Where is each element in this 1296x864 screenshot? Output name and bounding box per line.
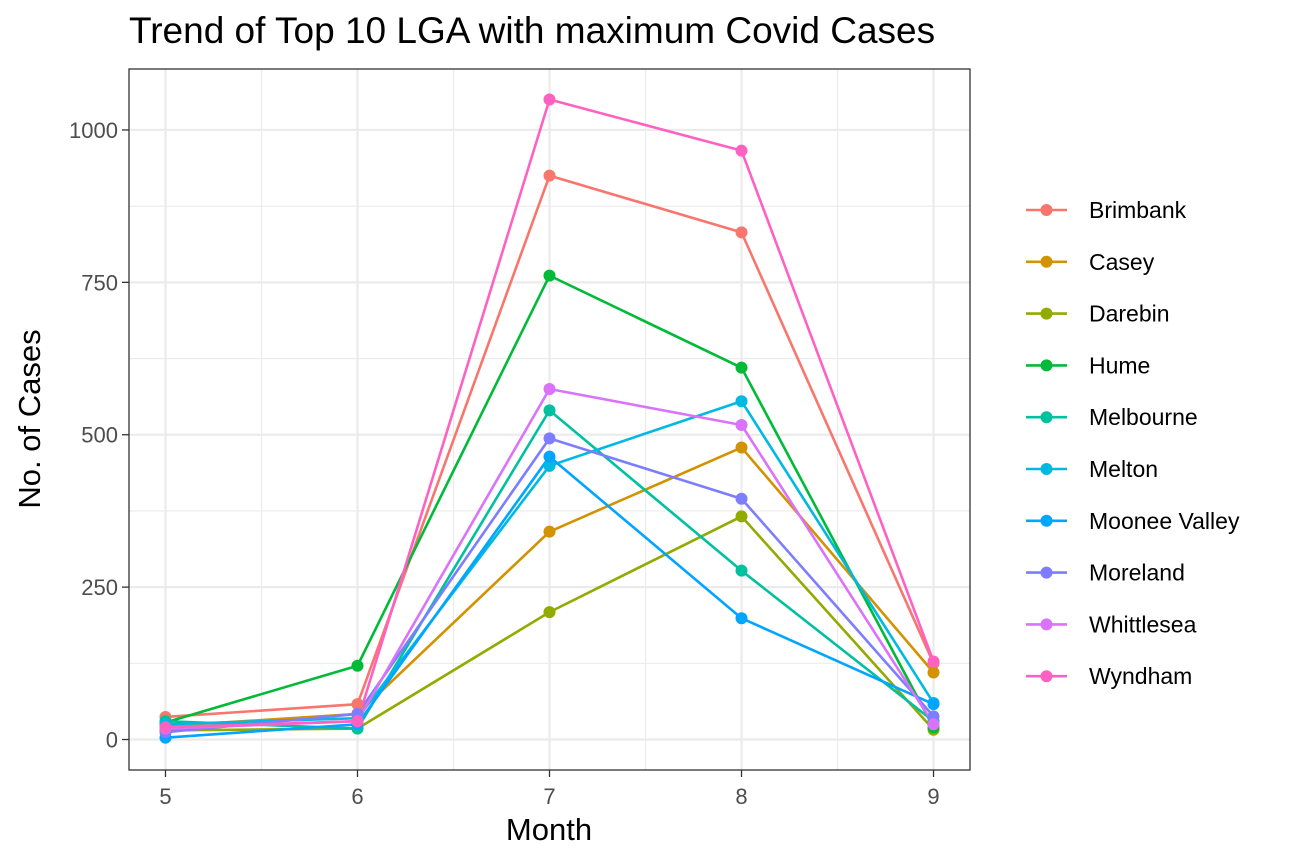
- data-point-hume: [735, 361, 748, 374]
- data-point-wyndham: [351, 715, 364, 728]
- data-point-melbourne: [735, 564, 748, 577]
- x-tick-label: 8: [735, 784, 747, 809]
- y-tick-label: 0: [106, 728, 118, 753]
- data-point-moonee-valley: [735, 612, 748, 625]
- data-point-casey: [543, 525, 556, 538]
- data-point-moonee-valley: [927, 698, 940, 711]
- legend-key-point-brimbank: [1040, 204, 1053, 216]
- legend-key-point-darebin: [1040, 307, 1053, 320]
- legend-label-melbourne: Melbourne: [1089, 404, 1198, 430]
- series-points: [159, 93, 940, 744]
- data-point-wyndham: [159, 721, 172, 734]
- data-point-whittlesea: [735, 418, 748, 431]
- data-point-melbourne: [543, 404, 556, 417]
- data-point-darebin: [543, 606, 556, 619]
- legend-key-point-wyndham: [1040, 670, 1053, 683]
- data-point-brimbank: [351, 698, 364, 711]
- legend-label-hume: Hume: [1089, 352, 1150, 378]
- legend-label-melton: Melton: [1089, 456, 1158, 482]
- legend-label-wyndham: Wyndham: [1089, 663, 1192, 689]
- legend-key-point-casey: [1040, 255, 1053, 268]
- legend-label-darebin: Darebin: [1089, 301, 1170, 327]
- y-tick-label: 750: [81, 270, 118, 295]
- legend-label-whittlesea: Whittlesea: [1089, 611, 1197, 637]
- data-point-brimbank: [543, 169, 556, 182]
- y-tick-label: 1000: [69, 118, 118, 143]
- x-tick-label: 6: [351, 784, 363, 809]
- legend-key-point-moonee-valley: [1040, 514, 1053, 527]
- data-point-wyndham: [927, 655, 940, 668]
- y-tick-label: 250: [81, 575, 118, 600]
- data-point-melton: [735, 395, 748, 408]
- legend-key-point-whittlesea: [1040, 618, 1053, 631]
- legend: Brimbank Casey Darebin Hume Melbourne Melton M…: [1026, 197, 1240, 689]
- data-point-darebin: [735, 510, 748, 523]
- legend-key-point-melbourne: [1040, 411, 1053, 424]
- legend-label-casey: Casey: [1089, 249, 1155, 275]
- x-axis-title: Month: [506, 812, 592, 847]
- legend-key-point-melton: [1040, 463, 1053, 475]
- legend-label-moreland: Moreland: [1089, 560, 1185, 586]
- data-point-moreland: [735, 492, 748, 505]
- data-point-casey: [927, 666, 940, 679]
- y-axis-title: No. of Cases: [12, 329, 47, 508]
- legend-label-brimbank: Brimbank: [1089, 197, 1187, 223]
- x-tick-label: 5: [159, 784, 171, 809]
- x-tick-label: 7: [543, 784, 555, 809]
- legend-key-point-moreland: [1040, 566, 1053, 579]
- legend-label-moonee-valley: Moonee Valley: [1089, 508, 1240, 534]
- data-point-casey: [735, 441, 748, 454]
- axes: 0 250 500 750 1000 5 6 7 8 9: [69, 118, 940, 809]
- data-point-wyndham: [543, 93, 556, 106]
- data-point-moonee-valley: [543, 450, 556, 463]
- legend-key-point-hume: [1040, 359, 1053, 372]
- data-point-melton: [543, 459, 556, 472]
- x-tick-label: 9: [927, 784, 939, 809]
- data-point-whittlesea: [543, 383, 556, 396]
- data-point-brimbank: [735, 226, 748, 239]
- data-point-whittlesea: [927, 718, 940, 731]
- y-tick-label: 500: [81, 423, 118, 448]
- data-point-hume: [543, 269, 556, 282]
- data-point-hume: [351, 659, 364, 672]
- chart-title: Trend of Top 10 LGA with maximum Covid C…: [129, 10, 935, 51]
- data-point-moreland: [543, 432, 556, 445]
- data-point-wyndham: [735, 144, 748, 157]
